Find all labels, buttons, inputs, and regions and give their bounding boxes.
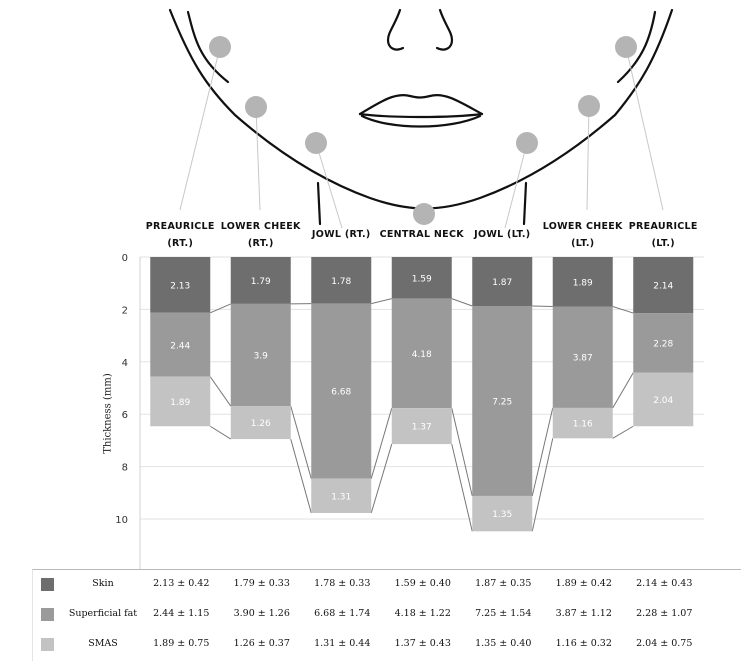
y-tick-label: 6: [122, 410, 128, 421]
connector-line: [210, 377, 231, 406]
legend-swatch: [41, 638, 54, 651]
bar-value-label: 1.35: [492, 510, 512, 520]
table-cell: 1.35 ± 0.40: [459, 638, 547, 649]
connector-line: [532, 306, 553, 307]
table-cell: 3.87 ± 1.12: [540, 608, 628, 619]
table-cell: 2.04 ± 0.75: [620, 638, 708, 649]
bar-value-label: 3.9: [254, 351, 269, 361]
table-cell: 6.68 ± 1.74: [298, 608, 386, 619]
bar-value-label: 1.89: [170, 398, 190, 408]
bar-value-label: 3.87: [573, 354, 593, 364]
bar-value-label: 2.28: [653, 339, 673, 349]
bar-value-label: 2.13: [170, 281, 190, 291]
row-label: Skin: [57, 578, 149, 589]
table-cell: 1.89 ± 0.42: [540, 578, 628, 589]
y-tick-label: 10: [115, 515, 128, 526]
table-cell: 1.31 ± 0.44: [298, 638, 386, 649]
bar-value-label: 1.78: [331, 277, 351, 287]
table-cell: 2.14 ± 0.43: [620, 578, 708, 589]
y-tick-label: 2: [122, 305, 128, 316]
table-cell: 1.78 ± 0.33: [298, 578, 386, 589]
row-label: SMAS: [57, 638, 149, 649]
connector-line: [210, 426, 231, 439]
connector-line: [291, 439, 312, 513]
connector-line: [371, 444, 392, 513]
y-tick-label: 4: [122, 358, 128, 369]
table-cell: 2.13 ± 0.42: [137, 578, 225, 589]
connector-line: [210, 304, 231, 313]
bar-value-label: 4.18: [412, 350, 432, 360]
table-cell: 1.26 ± 0.37: [218, 638, 306, 649]
bar-value-label: 7.25: [492, 397, 512, 407]
connector-line: [371, 408, 392, 478]
table-cell: 1.89 ± 0.75: [137, 638, 225, 649]
table-cell: 1.59 ± 0.40: [379, 578, 467, 589]
table-cell: 1.16 ± 0.32: [540, 638, 628, 649]
bar-value-label: 1.59: [412, 274, 432, 284]
connector-line: [613, 373, 634, 408]
y-tick-label: 0: [122, 253, 128, 264]
bar-value-label: 1.31: [331, 492, 351, 502]
stacked-bar-chart: 0 2 4 6 8 10 2.13 2.44 1.89 1.79 3.9 1.26 1.78 6.68 1…: [0, 0, 745, 570]
table-cell: 3.90 ± 1.26: [218, 608, 306, 619]
bar-value-label: 2.04: [653, 396, 673, 406]
bar-value-label: 1.26: [251, 419, 271, 429]
connector-line: [452, 408, 473, 496]
table-cell: 7.25 ± 1.54: [459, 608, 547, 619]
legend-swatch: [41, 608, 54, 621]
table-cell: 2.28 ± 1.07: [620, 608, 708, 619]
table-cell: 2.44 ± 1.15: [137, 608, 225, 619]
connector-line: [613, 426, 634, 438]
connector-line: [452, 444, 473, 531]
bar-value-label: 6.68: [331, 388, 351, 398]
table-cell: 4.18 ± 1.22: [379, 608, 467, 619]
table-cell: 1.37 ± 0.43: [379, 638, 467, 649]
connector-line: [452, 299, 473, 306]
table-cell: 1.87 ± 0.35: [459, 578, 547, 589]
y-tick-label: 8: [122, 463, 128, 474]
bar-value-label: 1.89: [573, 278, 593, 288]
bar-value-label: 1.37: [412, 423, 432, 433]
bar-value-label: 2.14: [653, 282, 673, 292]
legend-swatch: [41, 578, 54, 591]
bar-value-label: 2.44: [170, 341, 190, 351]
connector-line: [371, 299, 392, 304]
bar-value-label: 1.16: [573, 420, 593, 430]
bar-value-label: 1.87: [492, 278, 512, 288]
y-axis-label: Thickness (mm): [103, 354, 114, 474]
row-label: Superficial fat: [57, 608, 149, 619]
table-cell: 1.79 ± 0.33: [218, 578, 306, 589]
connector-line: [291, 406, 312, 479]
bar-value-label: 1.79: [251, 277, 271, 287]
